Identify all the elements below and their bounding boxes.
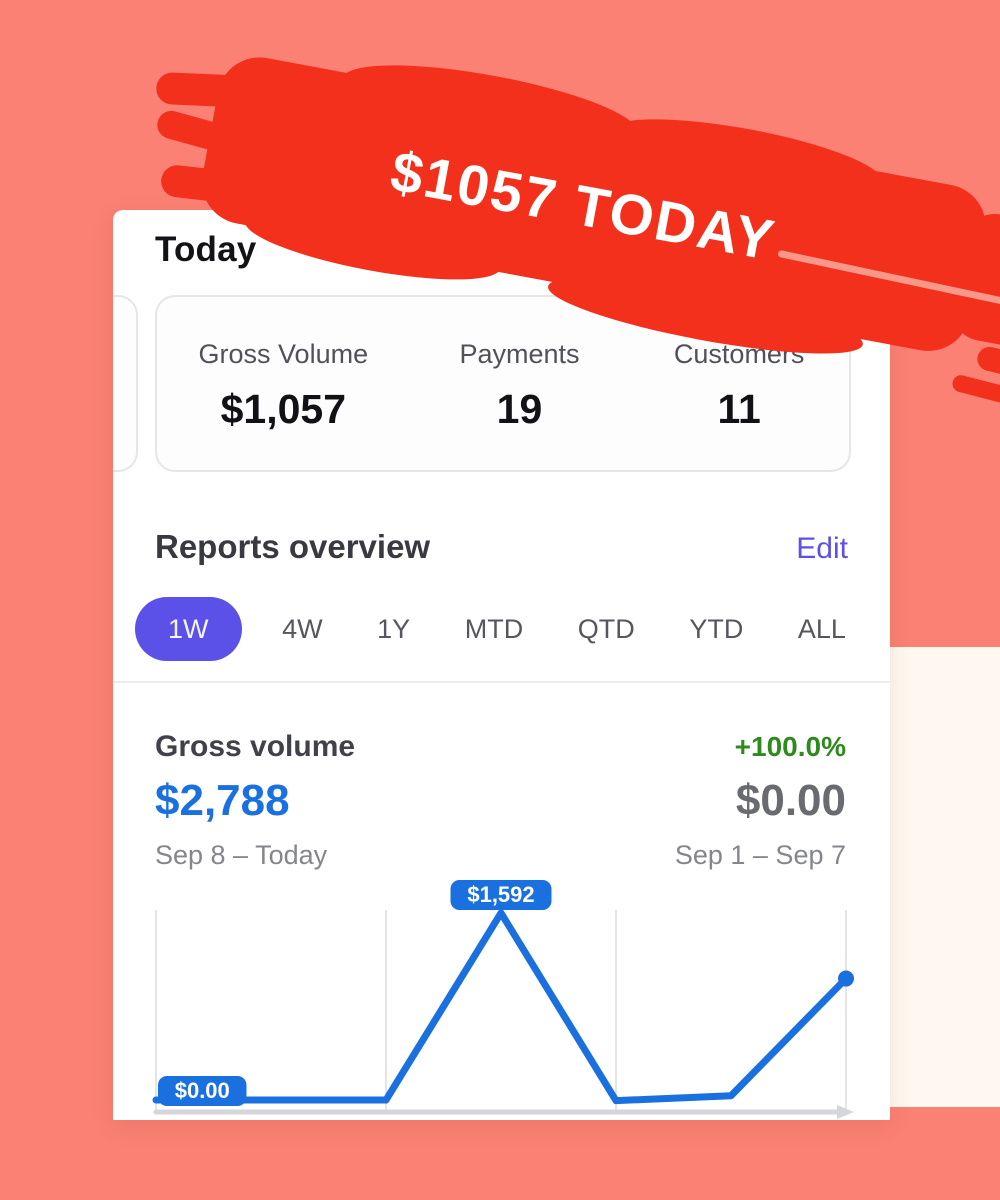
chart-value-label: $0.00 (175, 1078, 230, 1103)
stat-gross-volume: Gross Volume $1,057 (157, 335, 410, 433)
chart-value-label-pill (158, 1076, 247, 1106)
stat-customers: Customers 11 (629, 335, 849, 433)
reports-header: Reports overview Edit (155, 528, 848, 566)
gross-volume-previous-value: $0.00 (735, 776, 846, 825)
tab-qtd[interactable]: QTD (577, 614, 635, 644)
previous-period-arrow-icon (837, 1105, 854, 1119)
gross-volume-header: Gross volume +100.0% $2,788 $0.00 Sep 8 … (155, 730, 846, 871)
stat-value: 19 (496, 385, 543, 432)
reports-overview-title: Reports overview (155, 528, 431, 565)
stat-label: Customers (673, 338, 805, 369)
gross-volume-title: Gross volume (155, 730, 356, 763)
gross-volume-chart-svg: $0.00 $1,592 (152, 880, 854, 1119)
tab-4w[interactable]: 4W (282, 614, 323, 644)
tab-ytd[interactable]: YTD (689, 614, 744, 644)
tab-all[interactable]: ALL (797, 614, 846, 644)
gross-volume-chart: $0.00 $1,592 (113, 870, 890, 1120)
current-period-line (152, 909, 850, 1105)
tabs-divider (113, 681, 890, 683)
stat-label: Payments (459, 338, 580, 369)
previous-carousel-card-peek[interactable] (113, 295, 138, 472)
stat-payments: Payments 19 (410, 335, 630, 433)
gross-volume-current-value: $2,788 (155, 776, 290, 825)
edit-link[interactable]: Edit (796, 532, 848, 565)
stat-value: $1,057 (220, 385, 347, 432)
chart-value-label: $1,592 (467, 882, 534, 907)
stat-label: Gross Volume (198, 338, 369, 369)
chart-value-label-pill (450, 880, 552, 910)
tab-1y[interactable]: 1Y (377, 614, 411, 644)
line-end-dot-icon (838, 970, 854, 987)
stripe-dashboard-card: Today Gross Volume $1,057 Payments 19 Custom… (113, 210, 890, 1120)
current-period-label: Sep 8 – Today (155, 840, 328, 870)
background-light-block (888, 647, 1000, 1107)
gross-volume-change-badge: +100.0% (734, 731, 846, 762)
reports-tabs: 1W 4W 1Y MTD QTD YTD ALL (135, 597, 860, 661)
tab-mtd[interactable]: MTD (464, 614, 524, 644)
today-title: Today (155, 230, 257, 269)
tab-1w[interactable]: 1W (135, 597, 242, 661)
today-stats-card[interactable]: Gross Volume $1,057 Payments 19 Customers 11 (155, 295, 851, 472)
stat-value: 11 (717, 385, 761, 432)
previous-period-label: Sep 1 – Sep 7 (674, 840, 846, 870)
